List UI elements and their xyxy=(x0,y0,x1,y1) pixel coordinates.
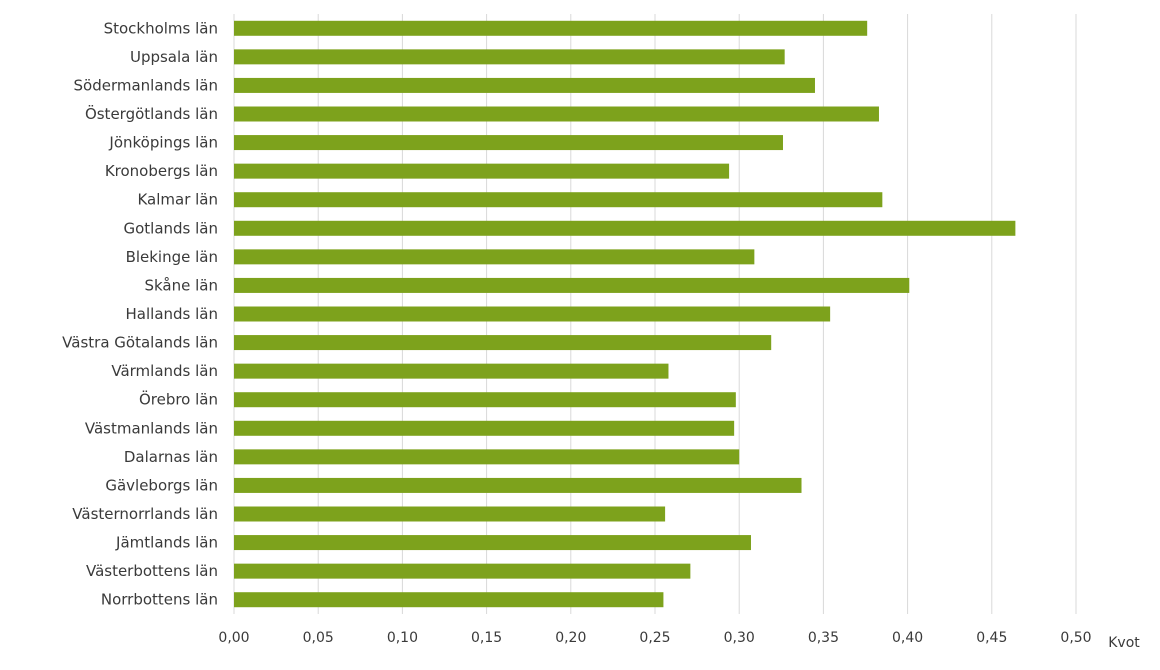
category-label: Kalmar län xyxy=(137,191,218,209)
category-label: Västra Götalands län xyxy=(62,334,218,352)
x-tick-label: 0,40 xyxy=(892,630,923,646)
category-label: Västerbottens län xyxy=(86,562,218,580)
category-label: Hallands län xyxy=(126,305,218,323)
x-tick-label: 0,30 xyxy=(724,630,755,646)
bar xyxy=(234,77,815,93)
category-label: Jämtlands län xyxy=(115,534,218,552)
category-label: Västmanlands län xyxy=(85,419,218,437)
bar xyxy=(234,163,730,179)
bars xyxy=(234,20,1016,608)
category-label: Stockholms län xyxy=(104,19,218,37)
category-labels: Stockholms län Uppsala län Södermanlands l… xyxy=(62,19,218,608)
x-tick-label: 0,35 xyxy=(808,630,839,646)
x-tick-label: 0,15 xyxy=(471,630,502,646)
bar xyxy=(234,135,783,151)
x-tick-label: 0,25 xyxy=(639,630,670,646)
x-tick-label: 0,45 xyxy=(976,630,1007,646)
x-tick-label: 0,00 xyxy=(218,630,249,646)
bar xyxy=(234,420,735,436)
bar xyxy=(234,249,755,265)
category-label: Östergötlands län xyxy=(85,104,218,123)
category-label: Skåne län xyxy=(144,276,218,294)
category-label: Blekinge län xyxy=(126,248,218,266)
category-label: Dalarnas län xyxy=(124,448,218,466)
bar xyxy=(234,192,883,208)
bar xyxy=(234,506,666,522)
category-label: Jönköpings län xyxy=(108,134,218,152)
bar xyxy=(234,563,691,579)
bar xyxy=(234,20,868,36)
category-label: Kronobergs län xyxy=(105,162,218,180)
category-label: Norrbottens län xyxy=(101,591,218,609)
x-tick-label: 0,50 xyxy=(1060,630,1091,646)
x-tick-label: 0,20 xyxy=(555,630,586,646)
category-label: Gävleborgs län xyxy=(105,476,218,494)
bar xyxy=(234,277,910,293)
category-label: Gotlands län xyxy=(123,219,218,237)
bar xyxy=(234,306,831,322)
bar xyxy=(234,49,785,65)
bar xyxy=(234,335,772,351)
bar xyxy=(234,477,802,493)
bar xyxy=(234,106,879,122)
category-label: Värmlands län xyxy=(111,362,218,380)
bar xyxy=(234,220,1016,236)
category-label: Uppsala län xyxy=(130,48,218,66)
category-label: Västernorrlands län xyxy=(72,505,218,523)
x-tick-label: 0,10 xyxy=(387,630,418,646)
bar xyxy=(234,592,664,608)
bar xyxy=(234,392,736,408)
bar xyxy=(234,535,751,551)
category-label: Södermanlands län xyxy=(74,76,219,94)
x-axis-title: Kvot xyxy=(1108,635,1140,651)
x-tick-label: 0,05 xyxy=(303,630,334,646)
bar xyxy=(234,449,740,465)
x-tick-labels: 0,00 0,05 0,10 0,15 0,20 0,25 0,30 0,35 0,40 0,45… xyxy=(218,630,1091,646)
category-label: Örebro län xyxy=(139,390,218,409)
bar xyxy=(234,363,669,379)
